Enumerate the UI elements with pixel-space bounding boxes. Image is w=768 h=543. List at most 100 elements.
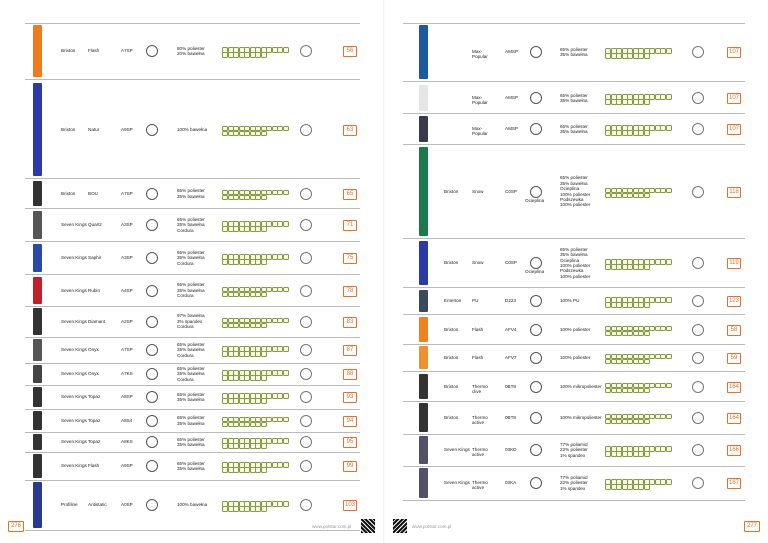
size-chip [643,451,650,457]
size-chip [260,375,267,381]
code: A7KS [121,371,133,376]
fabric-line: 77% poliamid [560,441,588,447]
fabric-line: 65% poliester [177,460,205,466]
fabric-line: 20% bawełna [177,51,205,56]
code: A3SP [121,255,133,260]
model: Thermo active [472,480,488,491]
size-chip [260,322,267,328]
gsm-icon [146,219,158,231]
row-separator [25,208,360,209]
brand: Seven Kings [61,439,87,444]
size-chip [643,358,650,364]
row-separator [403,466,745,467]
model: Flash [88,48,100,53]
page-ref: 78 [343,285,357,297]
product-image [419,241,428,285]
product-image [419,116,428,142]
fabric-line: 65% poliester [560,123,588,129]
fabric-line: 100% poliester [560,202,591,208]
code: 03KD [505,447,517,452]
model: BOU [88,190,98,196]
size-chip [282,125,289,131]
size-chip [643,387,650,393]
gsm-icon [146,123,158,136]
care-icon [300,252,312,264]
brand: Brixton [444,326,459,332]
product-image [33,308,42,335]
brand: Brixton [61,126,76,132]
footer-url: www.polstar.com.pl [312,524,352,529]
fabric-line: 35% bawełna [177,193,205,199]
gsm-icon [146,315,158,328]
size-chip [260,52,267,58]
fabric-line: 100% mikropoliester [560,414,602,420]
page-ref: 107 [727,93,741,104]
row-separator [403,344,745,345]
page-ref: 123 [727,296,741,307]
code: 0BT8 [505,414,516,420]
care-icon [692,477,704,489]
code: A0SP [121,502,133,507]
care-icon [692,185,704,198]
fabric-line: Cordura [177,293,194,299]
page-ref: 95 [343,437,357,448]
gsm-icon [530,411,542,424]
page-ref: 119 [727,258,741,269]
fabric-line: 65% poliester [177,365,205,371]
fabric-line: 100% poliester [560,273,591,279]
care-icon [300,499,312,511]
model: Quartz [88,222,102,227]
size-chip [643,192,650,198]
model: Rubin [88,287,101,293]
fabric-line: 1% spandex [560,452,586,458]
model: Topaz [88,439,101,444]
code: A3SP [121,222,133,227]
page-ref: 99 [343,461,357,472]
product-image [419,436,428,464]
fabric-line: 3% spandex [177,318,203,324]
fabric-line: 100% poliester [560,354,591,360]
fabric-line: 65% poliester [177,282,205,288]
page-ref: 83 [343,316,357,328]
row-separator [403,434,745,435]
size-chip [260,398,267,404]
row-separator [25,409,360,410]
model: Saphir [88,255,102,260]
code: A7SP [121,347,133,352]
gsm-icon [530,323,542,336]
model: Snow [472,260,484,265]
product-image [33,244,42,272]
product-image [419,147,428,236]
code: A2SP [121,318,133,324]
size-chip [665,479,672,485]
gsm-icon [530,92,542,104]
fabric-line: 100% bawełna [177,126,208,132]
fabric-line: Cordura [177,260,194,266]
care-icon [692,257,704,269]
fabric-line: 100% PU [560,298,580,304]
row-separator [403,500,745,501]
care-icon [692,323,704,336]
product-image [33,365,42,383]
row-separator [25,337,360,338]
fabric-line: 65% poliester [177,188,205,194]
row-separator [25,178,360,179]
care-icon [692,295,704,307]
fabric-line: 35% bawełna [560,129,588,134]
size-chip [260,226,267,232]
brand: Seven Kings [61,463,87,468]
fabric-line: 35% bawełna [177,222,205,228]
brand: Seven Kings [61,347,87,352]
care-icon [692,380,704,393]
fabric-line: 100% bawełna [177,502,208,508]
product-image [419,290,428,312]
code: A8S4 [121,417,133,423]
gsm-icon [530,477,542,489]
gsm-icon [146,45,158,57]
code: A9SP [121,126,133,132]
fabric-line: 65% poliester [177,391,205,397]
size-chip [665,187,672,193]
model: Thermo active [472,414,488,425]
page-ref: 87 [343,345,357,356]
brand: Brixton [444,383,459,389]
